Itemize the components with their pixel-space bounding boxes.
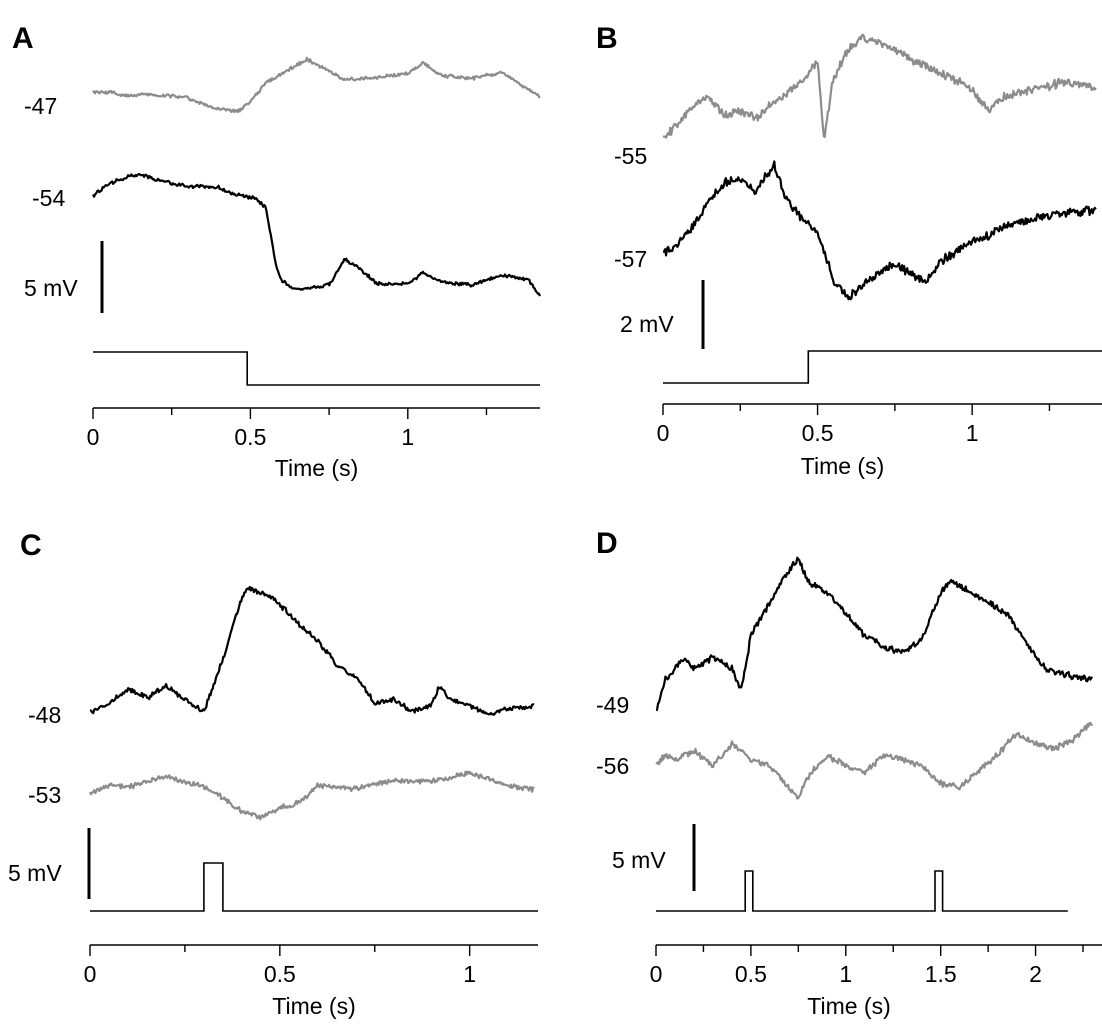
panel-letter: A (12, 22, 34, 55)
panel-letter: B (596, 22, 618, 55)
stimulus-trace (90, 862, 538, 912)
x-axis-title: Time (s) (275, 455, 358, 481)
x-tick-label: 0.5 (264, 961, 296, 987)
panel-letter: C (20, 529, 42, 562)
black-trace (655, 556, 1093, 712)
x-tick-label: 1 (839, 961, 852, 987)
x-tick-label: 1.5 (925, 961, 957, 987)
scale-bar-label: 2 mV (620, 311, 674, 337)
scale-bar-label: 5 mV (8, 860, 62, 886)
voltage-label: -57 (614, 246, 647, 272)
stimulus-trace (656, 870, 1068, 912)
voltage-label: -55 (614, 143, 647, 169)
x-tick-label: 0.5 (802, 420, 834, 446)
x-tick-label: 0.5 (735, 961, 767, 987)
panel-letter: D (596, 527, 618, 560)
x-tick-label: 1 (401, 424, 414, 450)
scale-bar-label: 5 mV (612, 847, 666, 873)
voltage-label: -47 (24, 93, 57, 119)
x-tick-label: 0.5 (234, 424, 266, 450)
x-axis-title: Time (s) (807, 993, 890, 1019)
voltage-label: -56 (596, 753, 629, 779)
x-axis-title: Time (s) (801, 453, 884, 479)
black-trace (89, 585, 535, 716)
black-trace (92, 173, 541, 297)
panel-a: A -47 -54 5 mV 0 0.5 1 Time (s) (12, 22, 541, 481)
gray-trace (662, 33, 1097, 139)
stimulus-trace (93, 351, 540, 386)
voltage-label: -49 (596, 692, 629, 718)
x-tick-label: 0 (84, 961, 97, 987)
x-tick-label: 2 (1029, 961, 1042, 987)
voltage-label: -53 (28, 782, 61, 808)
x-axis-title: Time (s) (272, 993, 355, 1019)
x-tick-label: 1 (966, 420, 979, 446)
stimulus-trace (663, 350, 1102, 384)
x-tick-label: 0 (657, 420, 670, 446)
panel-d: D -49 -56 5 mV 0 0.5 1 1.5 2 Time (s) (596, 527, 1102, 1019)
voltage-label: -54 (32, 185, 65, 211)
gray-trace (89, 770, 535, 821)
x-tick-label: 0 (87, 424, 100, 450)
black-trace (662, 160, 1097, 301)
gray-trace (92, 56, 541, 114)
panel-b: B -55 -57 2 mV 0 0.5 1 Time (s) (596, 22, 1102, 479)
x-tick-label: 1 (463, 961, 476, 987)
gray-trace (655, 721, 1093, 800)
scale-bar-label: 5 mV (24, 275, 78, 301)
x-tick-label: 0 (650, 961, 663, 987)
voltage-label: -48 (28, 702, 61, 728)
panel-c: C -48 -53 5 mV 0 0.5 1 Time (s) (8, 529, 538, 1019)
